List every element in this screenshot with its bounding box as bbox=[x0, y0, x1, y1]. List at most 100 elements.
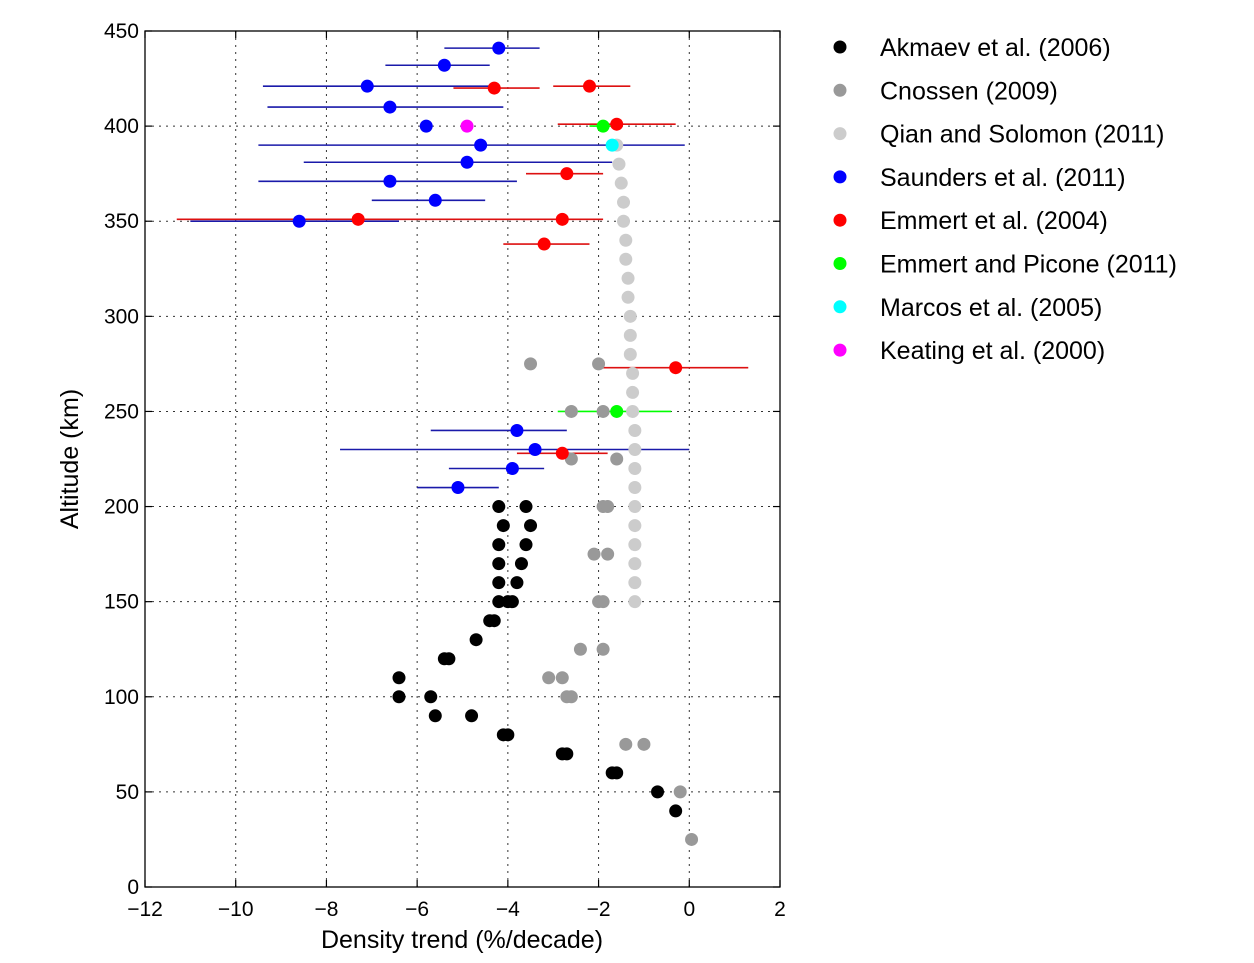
legend-marker bbox=[833, 300, 847, 314]
data-point bbox=[628, 423, 642, 437]
data-point bbox=[474, 138, 488, 152]
data-point bbox=[383, 100, 397, 114]
data-point bbox=[505, 462, 519, 476]
data-point bbox=[614, 176, 628, 190]
data-point bbox=[487, 614, 501, 628]
data-point bbox=[528, 442, 542, 456]
data-point bbox=[555, 446, 569, 460]
x-axis-label: Density trend (%/decade) bbox=[321, 926, 603, 954]
legend-marker bbox=[833, 213, 847, 227]
data-point bbox=[505, 595, 519, 609]
data-point bbox=[619, 252, 633, 266]
data-point bbox=[592, 357, 606, 371]
data-point bbox=[492, 41, 506, 55]
data-point bbox=[510, 576, 524, 590]
data-point bbox=[555, 671, 569, 685]
data-point bbox=[496, 519, 510, 533]
data-point bbox=[524, 357, 538, 371]
data-point bbox=[383, 174, 397, 188]
legend-label: Emmert et al. (2004) bbox=[880, 207, 1108, 235]
data-point bbox=[673, 785, 687, 799]
data-point bbox=[626, 404, 640, 418]
data-point bbox=[437, 652, 451, 666]
y-axis-label: Altitude (km) bbox=[56, 389, 84, 529]
y-tick-label: 150 bbox=[104, 591, 139, 614]
data-point bbox=[492, 557, 506, 571]
axes-frame bbox=[144, 30, 781, 888]
y-tick-label: 250 bbox=[104, 400, 139, 423]
data-point bbox=[596, 404, 610, 418]
data-point bbox=[669, 361, 683, 375]
data-point bbox=[492, 500, 506, 514]
data-point bbox=[596, 595, 610, 609]
legend-label: Marcos et al. (2005) bbox=[880, 294, 1102, 322]
data-point bbox=[619, 233, 633, 247]
legend-label: Akmaev et al. (2006) bbox=[880, 34, 1111, 62]
y-tick-label: 200 bbox=[104, 496, 139, 519]
data-point bbox=[555, 212, 569, 226]
legend-label: Qian and Solomon (2011) bbox=[880, 121, 1164, 149]
data-point bbox=[617, 214, 631, 228]
data-point bbox=[560, 167, 574, 181]
data-point bbox=[465, 709, 479, 723]
x-tick-label: −10 bbox=[218, 898, 254, 921]
data-point bbox=[596, 642, 610, 656]
data-point bbox=[610, 452, 624, 466]
data-point bbox=[623, 328, 637, 342]
x-tick-label: −12 bbox=[127, 898, 163, 921]
data-point bbox=[605, 138, 619, 152]
legend-marker bbox=[833, 127, 847, 141]
data-point bbox=[617, 195, 631, 209]
legend-label: Keating et al. (2000) bbox=[880, 337, 1105, 365]
y-tick-label: 0 bbox=[127, 876, 139, 899]
data-point bbox=[669, 804, 683, 818]
y-tick-label: 100 bbox=[104, 686, 139, 709]
x-tick-label: −6 bbox=[405, 898, 429, 921]
data-point bbox=[610, 404, 624, 418]
data-point bbox=[392, 671, 406, 685]
tick-marks bbox=[144, 30, 781, 888]
data-point bbox=[351, 212, 365, 226]
data-point bbox=[628, 595, 642, 609]
data-point bbox=[437, 58, 451, 72]
data-point bbox=[514, 557, 528, 571]
data-point bbox=[621, 290, 635, 304]
data-point bbox=[487, 81, 501, 95]
data-point bbox=[510, 423, 524, 437]
x-tick-labels: −12 −10 −8 −6 −4 −2 0 2 bbox=[127, 898, 786, 921]
legend-marker bbox=[833, 40, 847, 54]
data-point bbox=[469, 633, 483, 647]
data-point bbox=[628, 442, 642, 456]
data-point bbox=[360, 79, 374, 93]
data-point bbox=[424, 690, 438, 704]
legend-label: Emmert and Picone (2011) bbox=[880, 251, 1177, 279]
data-point bbox=[605, 766, 619, 780]
data-point bbox=[685, 832, 699, 846]
data-point bbox=[628, 538, 642, 552]
grid-lines bbox=[145, 31, 780, 887]
data-point bbox=[519, 538, 533, 552]
data-point bbox=[519, 500, 533, 514]
y-tick-label: 400 bbox=[104, 115, 139, 138]
data-point bbox=[392, 690, 406, 704]
data-point bbox=[292, 214, 306, 228]
data-point bbox=[460, 155, 474, 169]
data-point bbox=[419, 119, 433, 133]
data-point bbox=[637, 737, 651, 751]
data-point bbox=[560, 690, 574, 704]
x-tick-label: −2 bbox=[587, 898, 611, 921]
data-point bbox=[628, 557, 642, 571]
data-point bbox=[619, 737, 633, 751]
data-point bbox=[601, 547, 615, 561]
y-tick-labels: 0 50 100 150 200 250 300 350 400 450 bbox=[104, 20, 139, 899]
data-point bbox=[628, 576, 642, 590]
data-point bbox=[628, 519, 642, 533]
data-point bbox=[492, 576, 506, 590]
data-point bbox=[596, 119, 610, 133]
data-point bbox=[428, 193, 442, 207]
data-point bbox=[610, 117, 624, 131]
legend-marker bbox=[833, 170, 847, 184]
data-point bbox=[564, 404, 578, 418]
